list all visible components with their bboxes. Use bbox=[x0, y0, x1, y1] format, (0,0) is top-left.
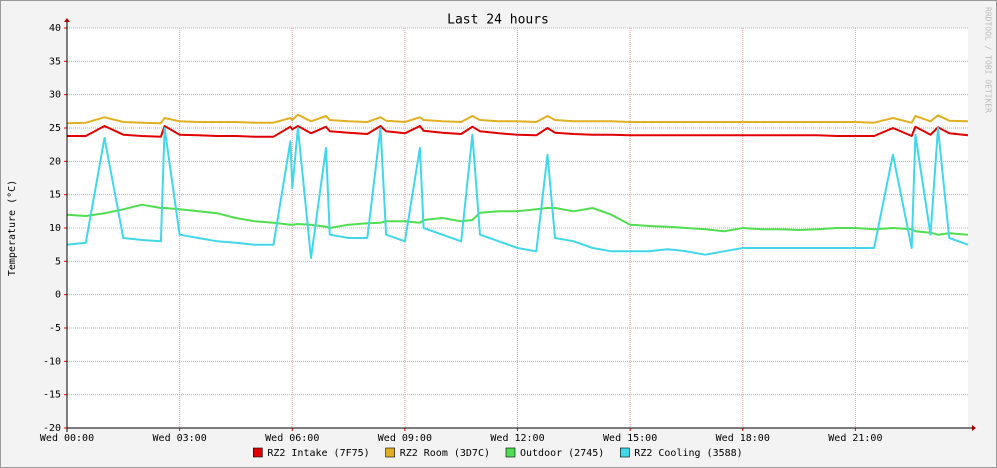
legend-swatch bbox=[505, 447, 516, 458]
y-tick-label: 10 bbox=[49, 223, 61, 234]
legend-swatch bbox=[619, 447, 630, 458]
legend-label: RZ2 Room (3D7C) bbox=[400, 448, 490, 459]
series-line bbox=[66, 113, 969, 125]
chart-title: Last 24 hours bbox=[447, 13, 549, 28]
series-line bbox=[66, 203, 969, 236]
legend-label: RZ2 Intake (7F75) bbox=[267, 448, 369, 459]
y-axis-label: Temperature (°C) bbox=[7, 180, 18, 276]
series-line bbox=[66, 127, 969, 259]
y-tick-label: 0 bbox=[55, 290, 61, 301]
x-tick-label: Wed 15:00 bbox=[603, 433, 657, 444]
x-tick-label: Wed 00:00 bbox=[40, 433, 94, 444]
y-tick-label: -15 bbox=[43, 390, 61, 401]
x-tick-label: Wed 21:00 bbox=[828, 433, 882, 444]
watermark: RRDTOOL / TOBI OETIKER bbox=[984, 7, 993, 113]
legend: RZ2 Intake (7F75) RZ2 Room (3D7C) Outdoor … bbox=[253, 447, 743, 459]
x-tick-label: Wed 09:00 bbox=[378, 433, 432, 444]
y-tick-label: -20 bbox=[43, 423, 61, 434]
x-tick-label: Wed 06:00 bbox=[265, 433, 319, 444]
y-tick-label: 25 bbox=[49, 123, 61, 134]
x-tick-label: Wed 18:00 bbox=[716, 433, 770, 444]
y-tick-label: 15 bbox=[49, 190, 61, 201]
y-tick-label: 30 bbox=[49, 90, 61, 101]
legend-swatch bbox=[253, 447, 263, 458]
y-tick-label: -5 bbox=[49, 323, 61, 334]
axis-arrow bbox=[972, 425, 976, 431]
series-line bbox=[67, 125, 969, 138]
legend-label: Outdoor (2745) bbox=[520, 448, 604, 459]
y-tick-label: 35 bbox=[49, 56, 61, 67]
legend-label: RZ2 Cooling (3588) bbox=[634, 448, 742, 459]
y-tick-label: 20 bbox=[49, 156, 61, 167]
x-tick-label: Wed 03:00 bbox=[153, 433, 207, 444]
axis-arrow bbox=[64, 18, 70, 22]
x-tick-label: Wed 12:00 bbox=[490, 433, 544, 444]
y-tick-label: 40 bbox=[49, 23, 61, 34]
lines bbox=[66, 113, 969, 259]
y-tick-label: -10 bbox=[43, 356, 61, 367]
y-tick-label: 5 bbox=[55, 256, 61, 267]
legend-swatch bbox=[385, 447, 395, 458]
